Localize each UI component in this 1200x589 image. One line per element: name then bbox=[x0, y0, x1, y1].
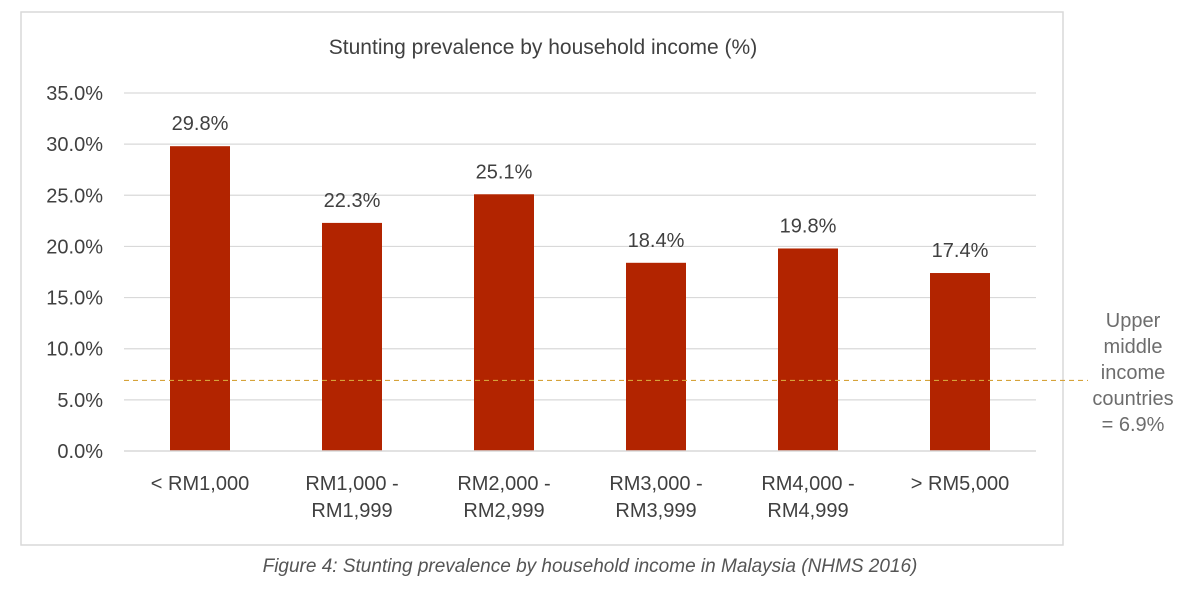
reference-line-label: Upper middle income countries = 6.9% bbox=[1092, 310, 1173, 436]
x-tick-label: RM3,000 -RM3,999 bbox=[609, 473, 702, 522]
y-tick-label: 15.0% bbox=[46, 288, 103, 310]
x-tick-label: RM4,000 -RM4,999 bbox=[761, 473, 854, 522]
y-tick-label: 30.0% bbox=[46, 134, 103, 156]
bar-data-labels: 29.8% 22.3% 25.1% 18.4% 19.8% 17.4% bbox=[172, 113, 989, 262]
bar bbox=[930, 273, 990, 451]
y-tick-label: 20.0% bbox=[46, 236, 103, 258]
y-tick-label: 25.0% bbox=[46, 185, 103, 207]
bar bbox=[322, 222, 382, 451]
bar bbox=[626, 262, 686, 451]
bar bbox=[778, 248, 838, 451]
bar bbox=[170, 146, 230, 451]
gridlines bbox=[124, 92, 1036, 401]
x-tick-label: RM2,000 -RM2,999 bbox=[457, 473, 550, 522]
x-tick-label: RM1,000 -RM1,999 bbox=[305, 473, 398, 522]
y-tick-label: 35.0% bbox=[46, 83, 103, 105]
chart-title: Stunting prevalence by household income … bbox=[329, 36, 757, 59]
y-tick-label: 0.0% bbox=[57, 441, 103, 463]
bar-data-label: 19.8% bbox=[780, 215, 837, 237]
x-axis-tick-labels: < RM1,000 RM1,000 -RM1,999 RM2,000 -RM2,99… bbox=[151, 473, 1009, 522]
bars bbox=[170, 146, 990, 451]
y-axis-tick-labels: 0.0% 5.0% 10.0% 15.0% 20.0% 25.0% 30.0% 35.0% bbox=[46, 83, 103, 463]
bar-data-label: 22.3% bbox=[324, 190, 381, 212]
x-tick-label: < RM1,000 bbox=[151, 473, 249, 495]
x-tick-label: > RM5,000 bbox=[911, 473, 1009, 495]
bar-data-label: 18.4% bbox=[628, 230, 685, 252]
bar-data-label: 29.8% bbox=[172, 113, 229, 135]
bar bbox=[474, 194, 534, 451]
y-tick-label: 5.0% bbox=[57, 390, 103, 412]
figure-caption: Figure 4: Stunting prevalence by househo… bbox=[263, 556, 918, 577]
y-tick-label: 10.0% bbox=[46, 339, 103, 361]
bar-data-label: 25.1% bbox=[476, 161, 533, 183]
bar-data-label: 17.4% bbox=[932, 240, 989, 262]
